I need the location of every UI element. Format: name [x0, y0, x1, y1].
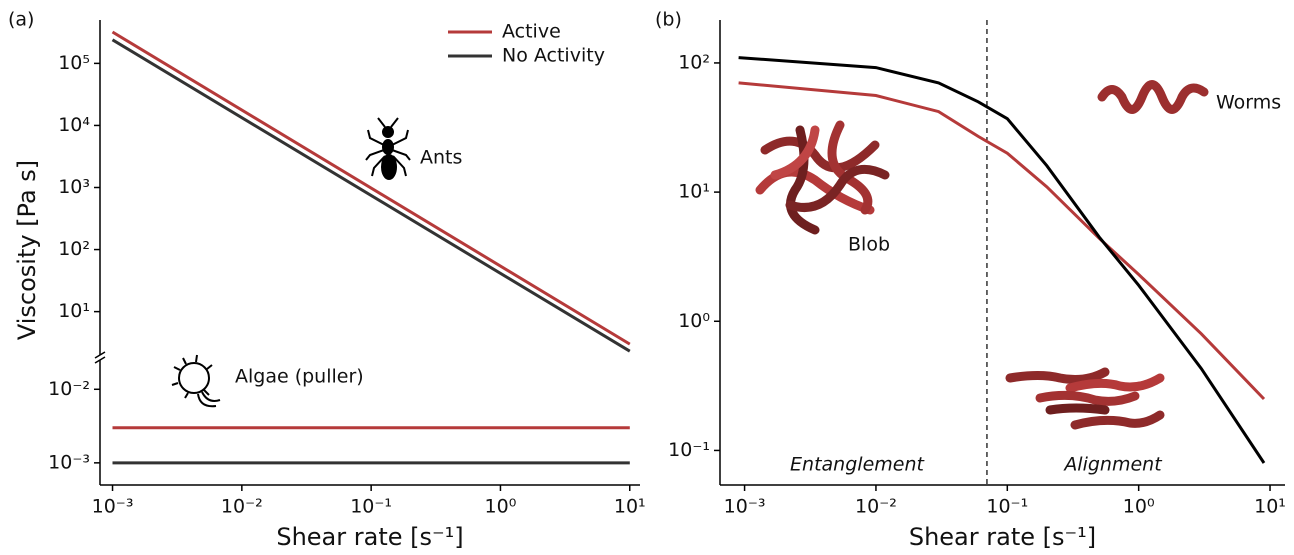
y-tick-label: 10³ — [58, 176, 90, 198]
legend-label: No Activity — [502, 45, 605, 67]
annotation: Worms — [1216, 92, 1281, 114]
x-tick-label: 10⁻² — [221, 496, 263, 518]
x-tick-label: 10⁻¹ — [986, 496, 1028, 518]
y-tick-label: 10⁻² — [48, 378, 90, 400]
y-tick-label: 10⁰ — [678, 310, 710, 332]
x-tick-label: 10⁰ — [485, 496, 517, 518]
series-line — [738, 81, 1266, 401]
x-tick-label: 10⁻² — [855, 496, 897, 518]
annotation: Alignment — [1062, 454, 1163, 476]
y-tick-label: 10² — [678, 51, 710, 73]
algae-icon — [171, 354, 221, 408]
panel-label: (b) — [655, 9, 682, 31]
x-axis-label: Shear rate [s⁻¹] — [909, 523, 1096, 551]
worm-icon — [1097, 80, 1209, 114]
x-tick-label: 10¹ — [614, 496, 646, 518]
series-line — [738, 56, 1266, 464]
annotation: Blob — [848, 234, 890, 256]
y-tick-label: 10⁴ — [58, 114, 90, 136]
y-tick-label: 10⁻¹ — [668, 439, 710, 461]
x-axis-label: Shear rate [s⁻¹] — [276, 523, 463, 551]
y-tick-label: 10⁻³ — [48, 451, 90, 473]
series-line — [111, 38, 631, 353]
x-tick-label: 10⁻³ — [724, 496, 766, 518]
x-tick-label: 10¹ — [1254, 496, 1286, 518]
y-tick-label: 10² — [58, 238, 90, 260]
panel-label: (a) — [8, 9, 34, 31]
x-tick-label: 10⁻³ — [92, 496, 134, 518]
ant-icon — [365, 117, 411, 180]
x-tick-label: 10⁻¹ — [350, 496, 392, 518]
legend-label: Active — [502, 21, 561, 43]
annotation: Ants — [420, 147, 462, 169]
x-tick-label: 10⁰ — [1123, 496, 1155, 518]
y-axis-label: Viscosity [Pa s] — [13, 160, 41, 340]
axis-break — [94, 356, 106, 364]
annotation: Entanglement — [790, 454, 925, 476]
blob-icon — [755, 120, 890, 235]
series-line — [111, 30, 631, 346]
aligned-worms-icon — [1005, 367, 1165, 430]
annotation: Algae (puller) — [235, 366, 364, 388]
y-tick-label: 10¹ — [678, 181, 710, 203]
y-tick-label: 10⁵ — [58, 52, 90, 74]
axis-break — [94, 351, 106, 359]
y-tick-label: 10¹ — [58, 300, 90, 322]
